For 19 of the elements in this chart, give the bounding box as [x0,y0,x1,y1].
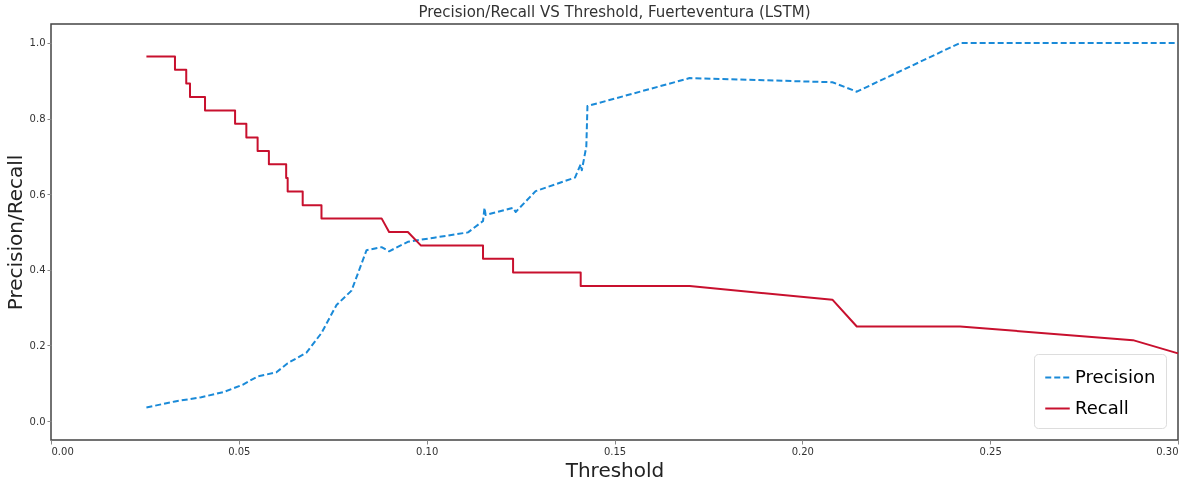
x-tick-label: 0.30 [1156,445,1179,457]
y-tick-label: 0.0 [29,415,46,427]
x-tick-label: 0.00 [51,445,74,457]
x-tick-label: 0.15 [603,445,627,457]
y-tick-label: 1.0 [29,37,46,49]
line-series [145,55,1179,355]
x-tick-label: 0.20 [791,445,814,457]
x-tick-label: 0.05 [228,445,251,457]
y-tick-label: 0.2 [29,339,46,351]
y-axis-title: Precision/Recall [2,154,27,311]
y-tick-label: 0.4 [29,264,46,276]
legend-label: Recall [1075,396,1129,418]
x-axis-title: Threshold [564,457,665,482]
legend-label: Precision [1075,365,1156,387]
x-tick-label: 0.10 [416,445,439,457]
y-tick-label: 0.6 [29,188,46,200]
y-tick-label: 0.8 [29,113,46,125]
x-tick-label: 0.25 [979,445,1002,457]
chart-title: Precision/Recall VS Threshold, Fuerteventura (LSTM) [418,3,811,21]
